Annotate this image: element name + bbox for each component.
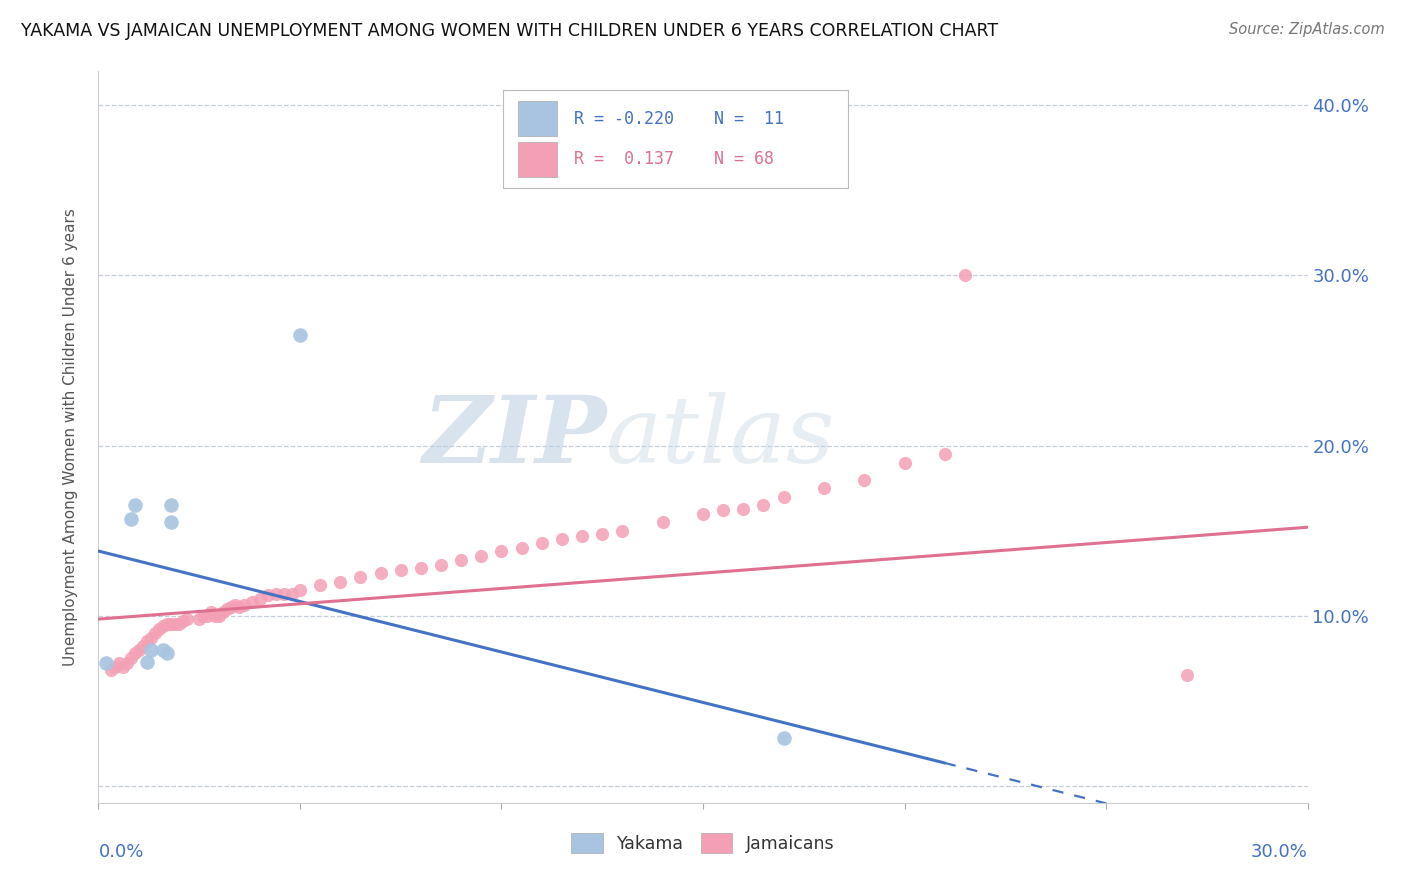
Point xyxy=(228,600,250,615)
Legend: Yakama, Jamaicans: Yakama, Jamaicans xyxy=(564,826,842,860)
Point xyxy=(249,591,271,606)
Point xyxy=(193,608,215,623)
Point xyxy=(491,544,513,558)
Point xyxy=(163,617,186,632)
Point xyxy=(124,646,146,660)
Point xyxy=(128,642,150,657)
Point xyxy=(389,563,412,577)
Point xyxy=(224,599,246,613)
Point xyxy=(813,481,835,495)
Point xyxy=(772,490,794,504)
Point xyxy=(264,586,287,600)
Point xyxy=(692,507,714,521)
Point xyxy=(934,447,956,461)
Point xyxy=(571,529,593,543)
Point xyxy=(273,586,295,600)
Point xyxy=(120,512,142,526)
Point xyxy=(349,569,371,583)
Text: R = -0.220    N =  11: R = -0.220 N = 11 xyxy=(574,110,783,128)
Point xyxy=(96,657,118,671)
Point xyxy=(893,456,915,470)
Point xyxy=(139,642,162,657)
Point xyxy=(156,617,179,632)
Point xyxy=(195,608,218,623)
Point xyxy=(172,614,194,628)
Point xyxy=(107,657,129,671)
Text: atlas: atlas xyxy=(606,392,835,482)
Point xyxy=(156,646,179,660)
Point xyxy=(132,640,155,654)
Point xyxy=(232,599,254,613)
Point xyxy=(204,608,226,623)
Point xyxy=(711,503,734,517)
Text: YAKAMA VS JAMAICAN UNEMPLOYMENT AMONG WOMEN WITH CHILDREN UNDER 6 YEARS CORRELAT: YAKAMA VS JAMAICAN UNEMPLOYMENT AMONG WO… xyxy=(21,22,998,40)
Text: 30.0%: 30.0% xyxy=(1251,843,1308,861)
Point xyxy=(256,588,278,602)
Point xyxy=(450,552,472,566)
Point xyxy=(160,617,183,632)
Point xyxy=(139,631,162,645)
Point xyxy=(530,535,553,549)
Point xyxy=(176,612,198,626)
Point xyxy=(510,541,533,555)
Text: 0.0%: 0.0% xyxy=(98,843,143,861)
Point xyxy=(152,642,174,657)
Point xyxy=(103,659,125,673)
Point xyxy=(221,600,243,615)
Point xyxy=(200,605,222,619)
Point xyxy=(409,561,432,575)
Point xyxy=(111,659,134,673)
Point xyxy=(100,663,122,677)
Point xyxy=(309,578,332,592)
Point xyxy=(612,524,634,538)
Point xyxy=(953,268,976,283)
Bar xyxy=(517,142,557,177)
Point xyxy=(152,619,174,633)
Point xyxy=(430,558,453,572)
Point xyxy=(288,328,311,343)
Point xyxy=(470,549,492,563)
Text: ZIP: ZIP xyxy=(422,392,606,482)
Point xyxy=(217,602,239,616)
FancyBboxPatch shape xyxy=(503,90,848,188)
Point xyxy=(143,625,166,640)
Point xyxy=(370,566,392,581)
Point xyxy=(208,608,231,623)
Point xyxy=(281,586,304,600)
Point xyxy=(160,498,183,512)
Point xyxy=(135,634,157,648)
Point xyxy=(160,515,183,529)
Point xyxy=(188,612,211,626)
Point xyxy=(733,501,755,516)
Point xyxy=(591,527,613,541)
Point xyxy=(148,622,170,636)
Point xyxy=(853,473,876,487)
Point xyxy=(240,595,263,609)
Point xyxy=(329,574,352,589)
Bar xyxy=(517,102,557,136)
Point xyxy=(135,655,157,669)
Point xyxy=(120,651,142,665)
Point xyxy=(651,515,673,529)
Point xyxy=(1175,668,1198,682)
Point xyxy=(167,617,190,632)
Point xyxy=(212,605,235,619)
Point xyxy=(124,498,146,512)
Text: Source: ZipAtlas.com: Source: ZipAtlas.com xyxy=(1229,22,1385,37)
Y-axis label: Unemployment Among Women with Children Under 6 years: Unemployment Among Women with Children U… xyxy=(63,208,77,666)
Point xyxy=(288,583,311,598)
Point xyxy=(752,498,775,512)
Point xyxy=(551,532,574,546)
Point xyxy=(115,657,138,671)
Point xyxy=(772,731,794,746)
Text: R =  0.137    N = 68: R = 0.137 N = 68 xyxy=(574,150,773,168)
